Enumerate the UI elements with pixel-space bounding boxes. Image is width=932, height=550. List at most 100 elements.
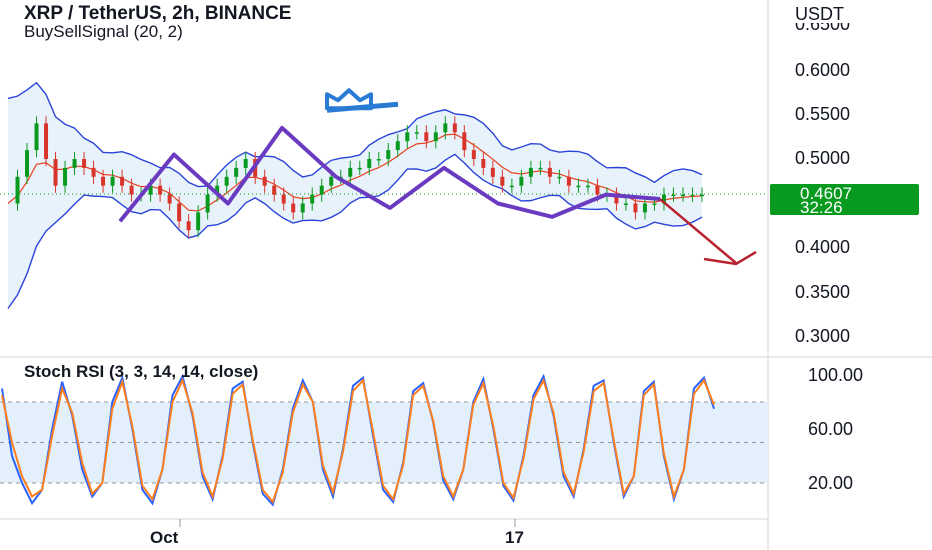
candle-body	[129, 185, 134, 195]
candle-body	[272, 185, 277, 195]
candle-body	[329, 176, 334, 186]
projection-arrow	[659, 198, 737, 264]
candle-body	[348, 167, 353, 177]
candle-body	[281, 194, 286, 204]
candle-body	[538, 167, 543, 170]
candle-body	[576, 185, 581, 188]
stoch-rsi-title[interactable]: Stoch RSI (3, 3, 14, 14, close)	[24, 362, 259, 381]
candle-body	[443, 123, 448, 133]
price-axis-label: 0.3000	[795, 326, 851, 346]
candle-body	[91, 167, 96, 177]
candle-body	[44, 123, 49, 159]
candle-body	[63, 167, 68, 186]
candle-body	[557, 176, 562, 179]
candle-body	[680, 194, 685, 197]
price-axis-label: 0.5500	[795, 104, 851, 124]
candle-body	[243, 159, 248, 168]
candle-body	[414, 132, 419, 134]
price-axis-label: 0.5000	[795, 148, 851, 168]
rsi-axis-label: 100.00	[808, 365, 864, 385]
candle-body	[671, 194, 676, 197]
symbol-title[interactable]: XRP / TetherUS, 2h, BINANCE	[24, 3, 292, 24]
candle-body	[509, 185, 514, 188]
lower-band-line	[7, 153, 703, 309]
candle-body	[357, 167, 362, 170]
upper-band-line	[7, 81, 703, 188]
candle-body	[224, 176, 229, 186]
candle-body	[177, 203, 182, 222]
candle-body	[490, 167, 495, 177]
candle-body	[120, 176, 125, 186]
candle-body	[661, 194, 666, 204]
time-axis-label: Oct	[150, 528, 179, 547]
candle-body	[623, 203, 628, 205]
candle-body	[310, 194, 315, 204]
candle-body	[386, 150, 391, 159]
price-axis-currency[interactable]: USDT	[795, 4, 844, 24]
candle-body	[690, 194, 695, 197]
candle-body	[595, 185, 600, 195]
candle-body	[642, 203, 647, 213]
candle-body	[25, 150, 30, 177]
candle-body	[395, 141, 400, 151]
arrow-head	[703, 250, 757, 266]
bollinger-bands	[0, 81, 768, 309]
current-price-badge[interactable]: 0.4607 32:26	[770, 184, 919, 217]
rsi-axis-label: 60.00	[808, 419, 854, 439]
candles	[15, 116, 704, 238]
price-axis-label: 0.4000	[795, 237, 851, 257]
candle-body	[110, 176, 115, 186]
time-axis-label: 17	[505, 528, 524, 547]
candle-body	[547, 167, 552, 177]
band-fill	[8, 82, 702, 309]
candle-body	[215, 185, 220, 195]
candle-body	[101, 176, 106, 186]
candle-body	[452, 123, 457, 133]
candle-body	[291, 203, 296, 213]
candle-body	[433, 132, 438, 142]
candle-body	[652, 203, 657, 205]
candle-body	[300, 203, 305, 213]
pattern-drawing	[118, 88, 757, 266]
stoch-k-line	[1, 373, 715, 507]
candle-body	[500, 176, 505, 186]
candle-body	[186, 221, 191, 231]
candle-body	[405, 132, 410, 142]
price-axis-label: 0.6000	[795, 60, 851, 80]
candle-body	[585, 185, 590, 188]
rsi-axis-label: 20.00	[808, 473, 854, 493]
head-shoulders-pattern	[118, 125, 661, 223]
candle-body	[53, 159, 58, 186]
price-axis-label: 0.6500	[795, 14, 851, 34]
candle-body	[424, 132, 429, 142]
bar-countdown: 32:26	[800, 198, 843, 217]
indicator-title[interactable]: BuySellSignal (20, 2)	[24, 22, 183, 41]
candle-body	[462, 132, 467, 151]
candle-body	[262, 176, 267, 186]
candle-body	[367, 159, 372, 168]
stoch-rsi-panel	[0, 373, 768, 507]
candle-body	[614, 194, 619, 204]
candle-body	[519, 176, 524, 186]
candle-body	[34, 123, 39, 151]
candle-body	[15, 176, 20, 204]
candle-body	[319, 185, 324, 195]
candle-body	[481, 159, 486, 168]
candle-body	[471, 150, 476, 159]
price-axis-label: 0.3500	[795, 282, 851, 302]
candle-body	[72, 159, 77, 168]
candle-body	[82, 159, 87, 168]
current-price-value: 0.4607	[800, 184, 852, 203]
candle-body	[167, 194, 172, 204]
candle-body	[148, 185, 153, 195]
candle-body	[234, 167, 239, 177]
candle-body	[700, 194, 704, 197]
crown-base	[326, 101, 399, 113]
candle-body	[633, 203, 638, 213]
stoch-d-line	[1, 377, 715, 504]
candle-body	[376, 159, 381, 161]
candle-body	[528, 167, 533, 177]
candle-body	[205, 194, 210, 213]
